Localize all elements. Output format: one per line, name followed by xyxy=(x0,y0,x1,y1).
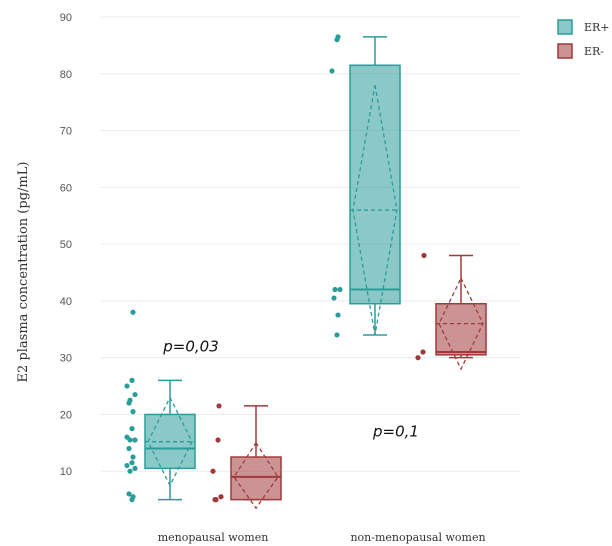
data-point xyxy=(331,295,337,301)
gridlines xyxy=(100,16,520,472)
plot-area xyxy=(124,34,487,510)
box-ER--1 xyxy=(415,252,487,371)
data-point xyxy=(212,497,218,503)
data-point xyxy=(124,462,130,469)
y-tick-label: 40 xyxy=(60,296,72,308)
x-category-label: menopausal women xyxy=(158,531,269,544)
data-point xyxy=(126,491,132,497)
y-tick-label: 10 xyxy=(60,466,72,478)
data-point xyxy=(332,286,338,293)
box-ER+-0 xyxy=(124,309,196,503)
data-point xyxy=(210,468,216,474)
data-point xyxy=(129,426,135,432)
data-point xyxy=(130,409,136,415)
mean-diamond xyxy=(352,85,398,336)
data-point xyxy=(132,437,138,443)
data-point xyxy=(130,309,136,315)
y-tick-label: 70 xyxy=(60,126,72,138)
data-point xyxy=(334,332,340,338)
data-point xyxy=(126,400,132,406)
y-tick-label: 80 xyxy=(60,69,72,81)
mean-diamond xyxy=(233,441,279,510)
y-axis-ticks: 10 20 30 40 50 60 70 80 90 xyxy=(60,12,72,478)
box-iqr xyxy=(230,456,282,501)
y-tick-label: 30 xyxy=(60,353,72,365)
y-tick-label: 50 xyxy=(60,239,72,251)
data-point xyxy=(329,68,335,74)
mean-diamond xyxy=(438,276,484,371)
legend-swatch xyxy=(557,43,573,59)
data-point xyxy=(129,377,135,383)
box-ER--0 xyxy=(210,403,282,510)
data-point xyxy=(129,460,135,466)
p-value-annotation: p=0,1 xyxy=(372,422,419,440)
data-point xyxy=(218,494,224,500)
data-point xyxy=(129,497,135,503)
data-point xyxy=(127,437,133,443)
y-tick-label: 60 xyxy=(60,182,72,194)
data-point xyxy=(130,454,136,460)
data-point xyxy=(415,355,421,361)
data-point xyxy=(132,465,138,471)
data-point xyxy=(124,383,130,389)
data-point xyxy=(126,445,132,452)
legend-label: ER+ xyxy=(584,21,610,34)
p-value-annotation: p=0,03 xyxy=(162,337,219,355)
legend-swatch xyxy=(557,19,573,35)
data-point xyxy=(334,37,340,43)
x-axis-categories: menopausal women non-menopausal women xyxy=(158,531,486,544)
legend-label: ER- xyxy=(584,45,604,58)
box-iqr xyxy=(349,64,401,305)
data-point xyxy=(420,349,426,355)
data-point xyxy=(421,252,427,259)
mean-diamond xyxy=(147,395,193,487)
box-ER+-1 xyxy=(329,34,401,338)
x-category-label: non-menopausal women xyxy=(350,531,485,544)
data-point xyxy=(127,468,133,474)
data-point xyxy=(216,403,222,409)
box-iqr xyxy=(435,302,487,356)
y-tick-label: 20 xyxy=(60,409,72,421)
y-axis-title: E2 plasma concentration (pg/mL) xyxy=(16,162,31,383)
annotations: p=0,03 p=0,1 xyxy=(162,337,419,440)
data-point xyxy=(335,312,341,318)
y-tick-label: 90 xyxy=(60,12,72,24)
legend: ER+ ER- xyxy=(557,19,610,59)
data-point xyxy=(337,286,343,293)
data-point xyxy=(132,391,138,398)
data-point xyxy=(215,437,221,443)
